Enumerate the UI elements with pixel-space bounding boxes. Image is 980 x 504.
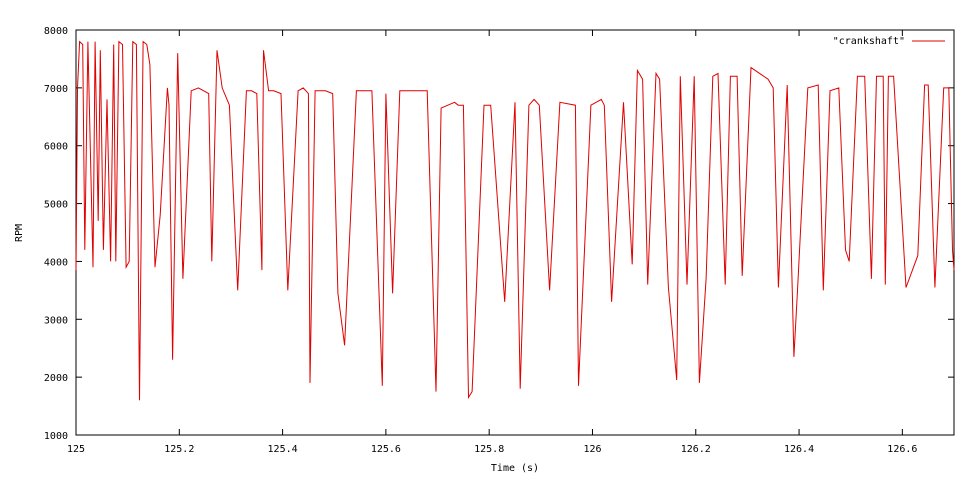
x-tick-label: 126.4 xyxy=(784,444,814,455)
y-tick-label: 3000 xyxy=(44,315,68,326)
y-tick-label: 7000 xyxy=(44,84,68,95)
x-tick-label: 125.2 xyxy=(164,444,194,455)
y-axis: 1000 2000 3000 4000 5000 6000 7000 8000 xyxy=(44,26,954,442)
legend-label: "crankshaft" xyxy=(833,36,905,47)
x-tick-label: 126.6 xyxy=(887,444,917,455)
y-tick-label: 8000 xyxy=(44,26,68,37)
legend: "crankshaft" xyxy=(833,36,945,47)
y-tick-label: 2000 xyxy=(44,373,68,384)
x-tick-label: 126.2 xyxy=(681,444,711,455)
x-axis: 125 125.2 125.4 125.6 125.8 126 126.2 126.4 126.… xyxy=(67,30,917,455)
y-tick-label: 1000 xyxy=(44,431,68,442)
x-tick-label: 125.4 xyxy=(268,444,298,455)
x-tick-label: 126 xyxy=(583,444,601,455)
x-axis-title: Time (s) xyxy=(491,463,539,474)
y-tick-label: 5000 xyxy=(44,200,68,211)
x-tick-label: 125.8 xyxy=(474,444,504,455)
y-tick-label: 4000 xyxy=(44,257,68,268)
y-axis-title: RPM xyxy=(14,224,25,242)
x-tick-label: 125.6 xyxy=(371,444,401,455)
crankshaft-series-line xyxy=(75,40,955,401)
x-tick-label: 125 xyxy=(67,444,85,455)
y-tick-label: 6000 xyxy=(44,142,68,153)
